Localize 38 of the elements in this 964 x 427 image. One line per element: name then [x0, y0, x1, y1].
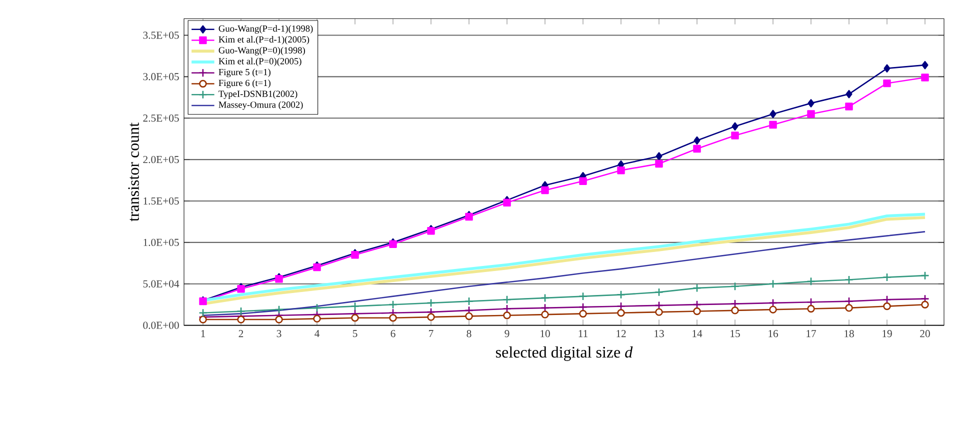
y-tick-label: 3.5E+05: [143, 32, 179, 40]
x-tick-label: 14: [692, 330, 702, 338]
x-tick-label: 6: [390, 330, 396, 338]
x-tick-label: 18: [844, 330, 854, 338]
legend-label: Figure 5 (t=1): [218, 68, 270, 78]
y-tick-label: 3.0E+05: [143, 73, 179, 80]
x-tick-label: 11: [578, 330, 588, 338]
x-tick-label: 3: [276, 330, 282, 338]
legend-label: Figure 6 (t=1): [218, 80, 270, 88]
y-tick-label: 2.5E+05: [143, 114, 179, 122]
legend-label: Massey-Omura (2002): [218, 101, 303, 110]
y-tick-label: 1.5E+05: [144, 198, 179, 205]
x-tick-label: 16: [768, 330, 778, 338]
x-tick-label: 15: [730, 330, 740, 338]
y-tick-label: 1.0E+05: [144, 238, 179, 246]
x-tick-label: 10: [540, 330, 550, 338]
legend-label: Guo-Wang(P=d-1)(1998): [218, 25, 313, 34]
legend-label: Kim et al.(P=0)(2005): [218, 58, 302, 66]
x-tick-label: 17: [806, 330, 816, 338]
y-axis-title: transistor count: [128, 122, 139, 222]
x-tick-label: 2: [238, 330, 244, 338]
x-tick-label: 12: [616, 330, 626, 338]
x-tick-label: 9: [504, 330, 510, 338]
y-tick-label: 0.0E+00: [143, 322, 179, 330]
y-tick-label: 5.0E+04: [143, 280, 180, 288]
x-tick-label: 7: [429, 330, 434, 338]
x-tick-label: 4: [314, 330, 320, 338]
x-tick-label: 8: [466, 330, 472, 338]
legend-label: Kim et al.(P=d-1)(2005): [218, 36, 310, 45]
x-tick-label: 5: [352, 330, 358, 338]
x-tick-label: 1: [201, 330, 206, 338]
y-tick-label: 2.0E+05: [143, 156, 179, 164]
legend-label: Guo-Wang(P=0)(1998): [218, 47, 305, 56]
x-tick-label: 19: [882, 330, 892, 338]
legend-label: TypeI-DSNB1(2002): [218, 90, 298, 100]
x-tick-label: 13: [654, 330, 664, 338]
x-tick-label: 20: [920, 330, 930, 338]
x-axis-title: selected digital size d: [496, 346, 633, 362]
